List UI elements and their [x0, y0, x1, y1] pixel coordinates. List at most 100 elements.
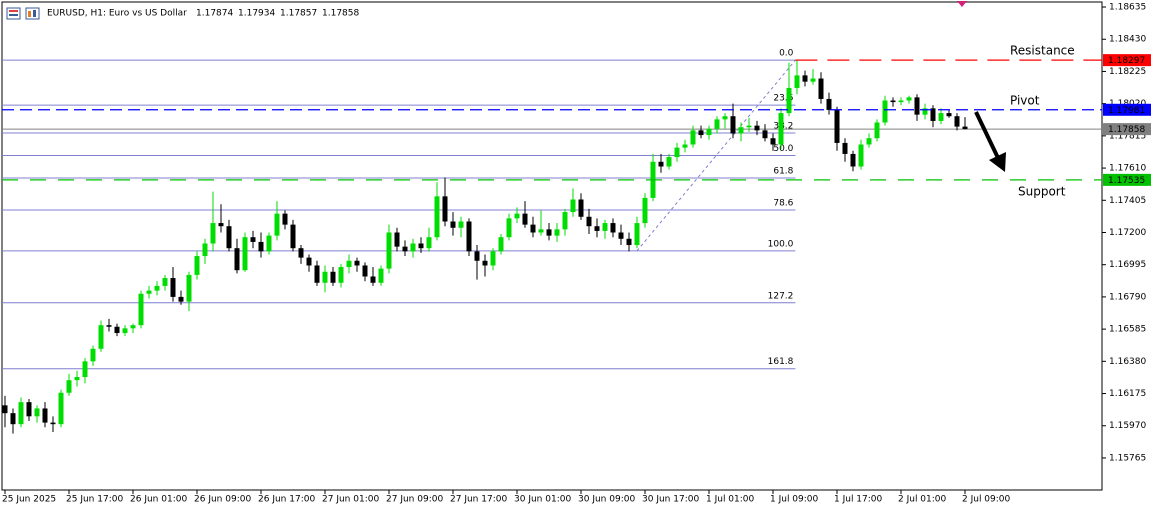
- candle-body: [42, 408, 48, 423]
- y-tick-label: 1.16995: [1109, 260, 1146, 270]
- candle-body: [26, 402, 32, 417]
- y-tick-label: 1.18430: [1109, 35, 1146, 45]
- candle-body: [362, 265, 368, 277]
- candle-body: [298, 248, 304, 258]
- x-tick-label: 1 Jul 01:00: [706, 495, 755, 505]
- candle-body: [474, 251, 480, 261]
- fib-label: 161.8: [768, 357, 794, 367]
- x-tick-label: 26 Jun 01:00: [130, 495, 187, 505]
- y-tick-label: 1.17200: [1109, 228, 1146, 238]
- fib-label: 50.0: [773, 144, 793, 154]
- candle-body: [778, 113, 784, 145]
- candle-body: [658, 161, 664, 167]
- candle-body: [834, 109, 840, 143]
- y-tick-label: 1.17610: [1109, 164, 1146, 174]
- candle-body: [266, 235, 272, 252]
- icon: [28, 11, 31, 17]
- candle-body: [410, 243, 416, 252]
- candle-body: [858, 144, 864, 167]
- candle-body: [570, 199, 576, 213]
- candle-body: [442, 196, 448, 222]
- candle-body: [394, 232, 400, 247]
- candle-body: [114, 326, 120, 334]
- candle-body: [402, 246, 408, 252]
- candle-body: [434, 196, 440, 238]
- candle-body: [770, 138, 776, 145]
- candle-body: [122, 328, 128, 334]
- y-tick-label: 1.17815: [1109, 131, 1146, 141]
- candle-body: [602, 223, 608, 231]
- fib-trendline: [636, 59, 796, 252]
- candle-body: [234, 248, 240, 271]
- candle-body: [522, 213, 528, 225]
- fib-label: 78.6: [773, 199, 793, 209]
- candle-body: [338, 267, 344, 283]
- x-tick-label: 2 Jul 01:00: [898, 495, 947, 505]
- candle-body: [258, 241, 264, 252]
- candle-body: [210, 223, 216, 244]
- candle-body: [642, 197, 648, 224]
- x-tick-label: 25 Jun 2025: [2, 495, 56, 505]
- candle-body: [418, 243, 424, 249]
- candle-body: [698, 130, 704, 136]
- candle-body: [74, 377, 80, 381]
- candle-body: [954, 116, 960, 127]
- candle-body: [82, 361, 88, 378]
- fib-label: 0.0: [779, 49, 794, 59]
- candle-body: [850, 153, 856, 167]
- x-tick-label: 26 Jun 17:00: [258, 495, 315, 505]
- candle-body: [450, 221, 456, 228]
- y-tick-label: 1.16585: [1109, 325, 1146, 335]
- y-tick-label: 1.18225: [1109, 67, 1146, 77]
- arrow-shaft: [974, 111, 1001, 161]
- level-name: Support: [1018, 184, 1066, 198]
- x-tick-label: 1 Jul 09:00: [770, 495, 819, 505]
- candle-body: [178, 296, 184, 302]
- candle-body: [242, 237, 248, 271]
- candle-body: [946, 113, 952, 117]
- candle-body: [2, 405, 8, 414]
- y-tick-label: 1.16790: [1109, 292, 1146, 302]
- candle-body: [690, 130, 696, 145]
- plot-frame: [1, 1, 1103, 491]
- icon: [9, 10, 18, 12]
- candle-body: [154, 285, 160, 291]
- candle-body: [754, 125, 760, 131]
- candle-body: [458, 221, 464, 228]
- candle-body: [866, 138, 872, 145]
- candle-body: [90, 348, 96, 362]
- plot-layer: 1.186351.184301.182251.180201.178151.176…: [2, 3, 1146, 505]
- candle-body: [106, 325, 112, 327]
- arrow-head: [989, 152, 1006, 172]
- candle-body: [186, 274, 192, 302]
- candle-body: [194, 256, 200, 275]
- y-tick-label: 1.15970: [1109, 421, 1146, 431]
- price-box: [1103, 123, 1151, 136]
- candle-body: [610, 223, 616, 233]
- candle-body: [594, 226, 600, 231]
- candle-body: [322, 271, 328, 283]
- arrow: [974, 111, 1006, 172]
- candle-body: [618, 232, 624, 239]
- candle-body: [138, 293, 144, 326]
- x-tick-label: 2 Jul 09:00: [962, 495, 1011, 505]
- marker: [957, 1, 967, 7]
- y-tick-label: 1.16175: [1109, 389, 1146, 399]
- candle-body: [802, 75, 808, 82]
- y-tick-label: 1.18635: [1109, 3, 1146, 13]
- candle-body: [66, 380, 72, 393]
- candle-body: [130, 325, 136, 329]
- candle-body: [562, 212, 568, 230]
- price-box-label: 1.17858: [1108, 125, 1145, 135]
- candle-body: [762, 130, 768, 139]
- candle-body: [530, 224, 536, 233]
- candle-body: [706, 128, 712, 136]
- candle-body: [50, 422, 56, 425]
- candle-body: [490, 251, 496, 266]
- candle-body: [162, 278, 168, 286]
- candle-body: [634, 223, 640, 246]
- candle-body: [666, 157, 672, 167]
- x-tick-label: 30 Jun 09:00: [578, 495, 635, 505]
- candle-body: [98, 325, 104, 349]
